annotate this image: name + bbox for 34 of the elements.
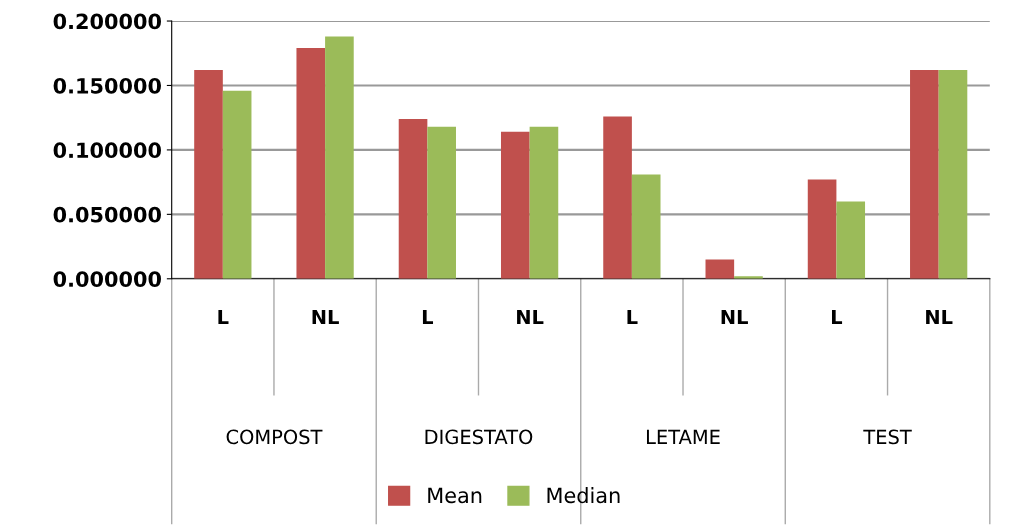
x-tick-label: NL <box>721 309 748 325</box>
bar <box>910 70 939 279</box>
x-tick-label: L <box>218 309 229 325</box>
x-tick-label: L <box>627 309 638 325</box>
text: TEST <box>863 429 912 445</box>
bar <box>500 131 530 279</box>
bar <box>222 90 252 279</box>
x-tick-label: NL <box>926 309 953 325</box>
text: DIGESTATO <box>425 429 533 445</box>
y-tick-label: 0.150000 <box>53 77 161 94</box>
x-tick-label: NL <box>312 309 339 325</box>
bar <box>296 48 326 279</box>
y-tick-label: 0.050000 <box>53 206 161 223</box>
bar <box>938 70 968 279</box>
y-tick-label: 0.100000 <box>53 142 161 159</box>
bar <box>836 201 866 279</box>
legend-label: Median <box>547 487 620 504</box>
bar <box>705 259 735 279</box>
bar <box>603 116 632 279</box>
bar <box>194 70 223 279</box>
text: COMPOST <box>226 429 323 445</box>
bar <box>325 36 354 279</box>
bar <box>398 118 428 279</box>
bar <box>631 174 661 279</box>
y-tick-label: 0.200000 <box>53 13 161 30</box>
x-tick-label: L <box>832 309 843 325</box>
x-tick-label: NL <box>517 309 544 325</box>
bar <box>529 126 559 279</box>
text: LETAME <box>646 429 720 444</box>
bar <box>807 179 837 279</box>
legend-label: Mean <box>428 487 482 504</box>
x-tick-label: L <box>422 309 434 325</box>
bar <box>427 126 456 279</box>
y-tick-label: 0.000000 <box>53 271 161 287</box>
